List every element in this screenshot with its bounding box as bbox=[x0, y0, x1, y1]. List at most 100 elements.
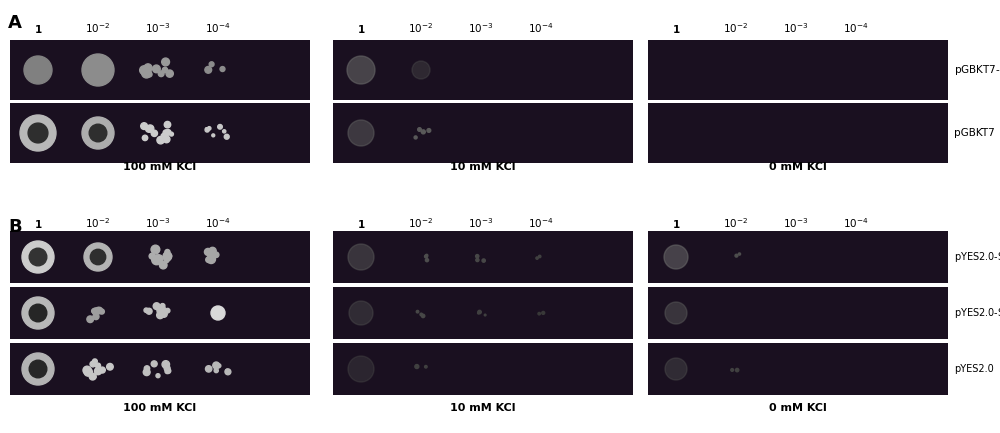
Circle shape bbox=[153, 65, 160, 73]
Circle shape bbox=[90, 361, 96, 367]
Text: pGBKT7-Ss$\it{CBL01}$: pGBKT7-Ss$\it{CBL01}$ bbox=[954, 63, 1000, 77]
Bar bbox=[648, 103, 948, 163]
Circle shape bbox=[20, 115, 56, 151]
Circle shape bbox=[412, 61, 430, 79]
Circle shape bbox=[162, 361, 170, 368]
Circle shape bbox=[162, 67, 168, 73]
Circle shape bbox=[166, 70, 173, 77]
Circle shape bbox=[415, 365, 419, 368]
Circle shape bbox=[166, 368, 171, 374]
Circle shape bbox=[348, 356, 374, 382]
Circle shape bbox=[482, 259, 485, 262]
Bar bbox=[648, 343, 948, 395]
Circle shape bbox=[225, 369, 231, 375]
Circle shape bbox=[208, 252, 214, 258]
Circle shape bbox=[223, 130, 226, 133]
Circle shape bbox=[217, 364, 221, 368]
Circle shape bbox=[164, 121, 171, 128]
Circle shape bbox=[478, 312, 479, 314]
Circle shape bbox=[159, 307, 164, 312]
Circle shape bbox=[163, 252, 172, 260]
Circle shape bbox=[157, 136, 164, 144]
Circle shape bbox=[536, 257, 538, 259]
Circle shape bbox=[90, 249, 106, 265]
Text: 1: 1 bbox=[34, 220, 42, 230]
Circle shape bbox=[156, 306, 160, 310]
Text: $10^{-3}$: $10^{-3}$ bbox=[468, 216, 494, 230]
Circle shape bbox=[224, 134, 229, 139]
Text: $10^{-4}$: $10^{-4}$ bbox=[205, 21, 231, 35]
Circle shape bbox=[414, 136, 417, 139]
Circle shape bbox=[94, 368, 102, 375]
Circle shape bbox=[163, 253, 171, 261]
Circle shape bbox=[29, 248, 47, 266]
Bar bbox=[10, 40, 310, 100]
Circle shape bbox=[484, 314, 486, 316]
Circle shape bbox=[143, 369, 150, 375]
Circle shape bbox=[140, 66, 149, 74]
Circle shape bbox=[476, 255, 479, 258]
Circle shape bbox=[95, 363, 101, 368]
Text: pYES2.0-Ss$\it{HAK1}$: pYES2.0-Ss$\it{HAK1}$ bbox=[954, 306, 1000, 320]
Circle shape bbox=[159, 261, 167, 269]
Circle shape bbox=[92, 309, 96, 313]
Circle shape bbox=[418, 128, 421, 131]
Circle shape bbox=[735, 368, 739, 372]
Circle shape bbox=[665, 358, 687, 380]
Circle shape bbox=[205, 128, 208, 130]
Circle shape bbox=[96, 307, 103, 314]
Circle shape bbox=[218, 125, 222, 129]
Circle shape bbox=[141, 123, 147, 129]
Circle shape bbox=[209, 62, 214, 67]
Circle shape bbox=[147, 72, 152, 77]
Circle shape bbox=[165, 308, 170, 313]
Circle shape bbox=[665, 302, 687, 324]
Text: 0 mM KCl: 0 mM KCl bbox=[769, 403, 827, 413]
Circle shape bbox=[542, 311, 545, 314]
Text: $10^{-3}$: $10^{-3}$ bbox=[783, 21, 809, 35]
Text: $10^{-3}$: $10^{-3}$ bbox=[468, 21, 494, 35]
Circle shape bbox=[349, 301, 373, 325]
Text: 1: 1 bbox=[357, 25, 365, 35]
Circle shape bbox=[92, 308, 99, 315]
Circle shape bbox=[151, 361, 157, 367]
Circle shape bbox=[206, 257, 211, 262]
Circle shape bbox=[164, 365, 170, 371]
Circle shape bbox=[205, 366, 212, 372]
Circle shape bbox=[205, 66, 212, 73]
Circle shape bbox=[226, 369, 229, 372]
Text: $10^{-2}$: $10^{-2}$ bbox=[408, 21, 434, 35]
Circle shape bbox=[83, 366, 91, 375]
Circle shape bbox=[153, 303, 160, 310]
Bar bbox=[333, 40, 633, 100]
Text: $10^{-4}$: $10^{-4}$ bbox=[843, 216, 869, 230]
Circle shape bbox=[213, 362, 220, 369]
Circle shape bbox=[161, 311, 167, 317]
Circle shape bbox=[87, 316, 94, 323]
Text: 100 mM KCl: 100 mM KCl bbox=[123, 162, 197, 172]
Circle shape bbox=[82, 117, 114, 149]
Circle shape bbox=[152, 255, 161, 265]
Circle shape bbox=[156, 374, 160, 378]
Bar bbox=[10, 103, 310, 163]
Circle shape bbox=[220, 67, 225, 71]
Bar bbox=[648, 287, 948, 339]
Text: $10^{-2}$: $10^{-2}$ bbox=[408, 216, 434, 230]
Text: 10 mM KCl: 10 mM KCl bbox=[450, 162, 516, 172]
Bar bbox=[333, 343, 633, 395]
Circle shape bbox=[664, 245, 688, 269]
Circle shape bbox=[348, 244, 374, 270]
Circle shape bbox=[425, 255, 428, 258]
Text: pGBKT7: pGBKT7 bbox=[954, 128, 995, 138]
Circle shape bbox=[476, 259, 479, 262]
Circle shape bbox=[538, 313, 540, 315]
Circle shape bbox=[28, 123, 48, 143]
Circle shape bbox=[22, 297, 54, 329]
Text: pYES2.0-Ss$\it{HAK1}$ + pGBKT7-Ss$\it{CBL01}$: pYES2.0-Ss$\it{HAK1}$ + pGBKT7-Ss$\it{CB… bbox=[954, 250, 1000, 264]
Circle shape bbox=[24, 56, 52, 84]
Circle shape bbox=[167, 254, 172, 259]
Circle shape bbox=[165, 249, 170, 255]
Circle shape bbox=[348, 120, 374, 146]
Circle shape bbox=[163, 130, 169, 136]
Circle shape bbox=[99, 367, 105, 373]
